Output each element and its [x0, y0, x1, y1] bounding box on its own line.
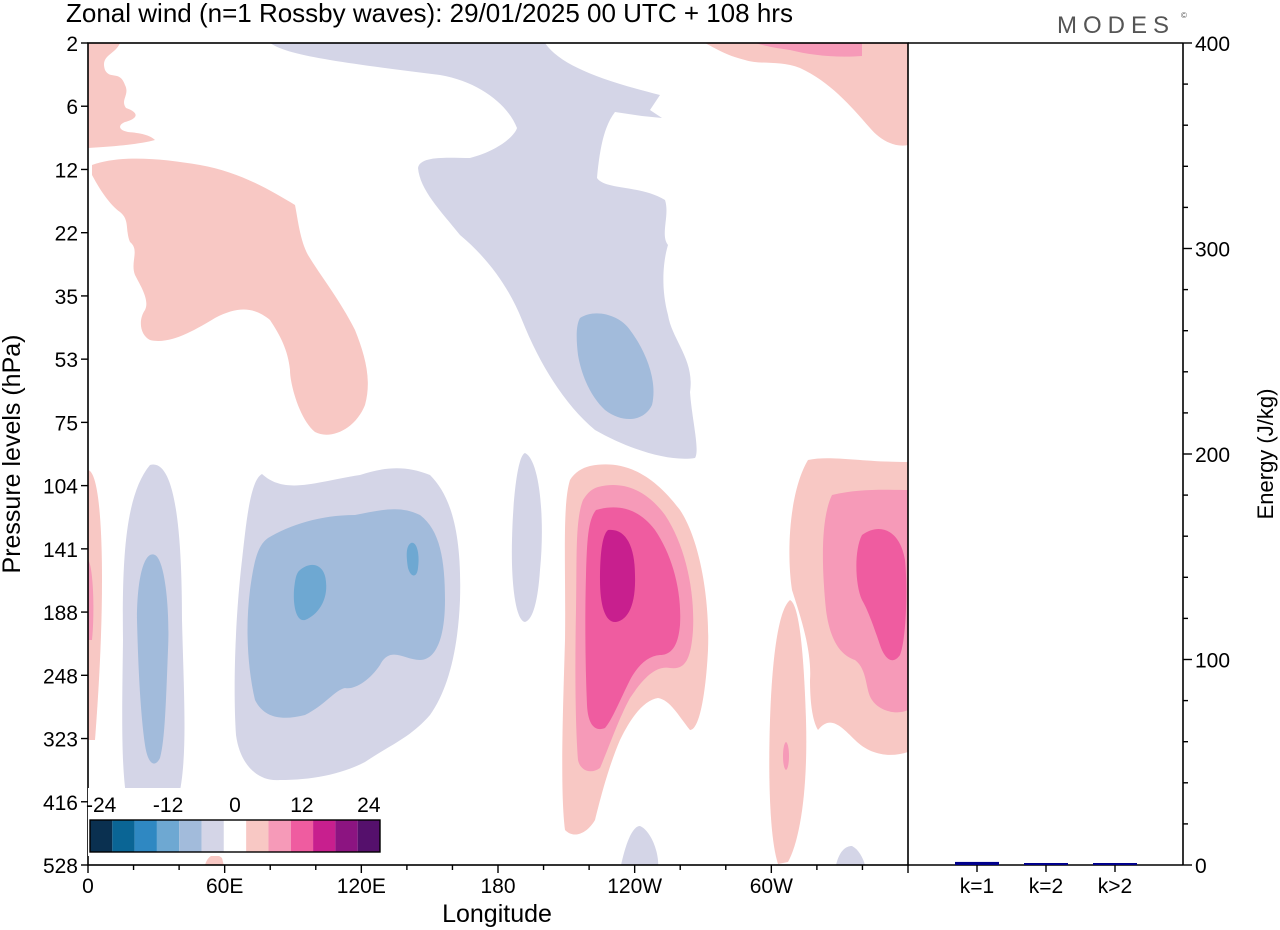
contour-pos-8-far-left [88, 560, 94, 640]
x-tick-label: 120E [337, 875, 386, 898]
contour-neg-8-upper [576, 313, 654, 420]
chart-title: Zonal wind (n=1 Rossby waves): 29/01/202… [66, 0, 793, 28]
y-axis-pressure: 2 6 12 22 35 53 75 104 141 188 248 323 416 528 [43, 33, 88, 878]
colorbar-tick-label: 24 [357, 794, 381, 817]
colorbar-swatch [156, 820, 180, 852]
y-tick-label: 53 [55, 349, 78, 372]
contour-pos-4-left-upper [92, 158, 368, 435]
y-tick-label: 22 [55, 223, 78, 246]
contour-neg-8-left-column [137, 554, 169, 764]
colorbar-swatch [223, 820, 247, 852]
colorbar-swatch [246, 820, 269, 852]
y-axis-energy: 0 100 200 300 400 [1183, 33, 1230, 878]
y2-tick-label: 400 [1195, 33, 1230, 56]
contour-pos-4-far-left [88, 470, 102, 740]
colorbar-tick-label: -12 [153, 794, 183, 817]
y2-tick-label: 100 [1195, 650, 1230, 673]
contour-pos-8-60W-blip [783, 742, 789, 770]
energy-bar [1093, 863, 1137, 865]
y-axis-label: Pressure levels (hPa) [0, 335, 26, 574]
y-axis-right-label: Energy (J/kg) [1253, 389, 1278, 520]
y-tick-label: 35 [55, 286, 78, 309]
colorbar-swatch [112, 820, 135, 852]
contour-pos-12-far-right [856, 528, 907, 661]
brand-logo: MODES [1057, 12, 1175, 39]
contour-field [88, 43, 908, 865]
colorbar-frame [89, 819, 381, 853]
colorbar-swatch [201, 820, 224, 852]
colorbar-swatch [357, 820, 380, 852]
y-tick-label: 75 [55, 412, 78, 435]
bar-category-label: k=2 [1029, 875, 1063, 898]
colorbar-swatch [268, 820, 291, 852]
colorbar: -24 -12 0 12 24 [86, 788, 382, 856]
x-tick-label: 180 [480, 875, 515, 898]
colorbar-swatch [335, 820, 358, 852]
contour-pos-4-60W-tall [769, 600, 807, 864]
energy-bar [955, 861, 999, 865]
x-tick-label: 0 [82, 875, 94, 898]
contour-neg-8-main [247, 509, 445, 718]
y-tick-label: 323 [43, 729, 78, 752]
contour-pos-4-bottom-stub [205, 854, 224, 865]
y-tick-label: 141 [43, 539, 78, 562]
brand-mark: © [1181, 11, 1187, 20]
colorbar-swatch [179, 820, 202, 852]
energy-bar-panel: k=1 k=2 k>2 [955, 861, 1137, 898]
contour-neg-12-main [293, 564, 327, 621]
contour-pos-16-120W [600, 529, 636, 623]
colorbar-tick-label: 0 [229, 794, 241, 817]
contour-neg-12-small [406, 542, 419, 576]
y-tick-label: 248 [43, 665, 78, 688]
colorbar-tick-label: 12 [290, 794, 313, 817]
x-tick-label: 60E [206, 875, 243, 898]
bar-category-label: k=1 [960, 875, 994, 898]
colorbar-swatch [134, 820, 157, 852]
contour-neg-4-bottom-b [836, 846, 865, 865]
y2-tick-label: 200 [1195, 444, 1230, 467]
contour-pos-4-top-left [88, 43, 155, 148]
contour-neg-4-bottom-a [621, 826, 659, 865]
x-axis-label: Longitude [442, 900, 552, 928]
colorbar-swatch [313, 820, 336, 852]
contour-pos-8-top [755, 43, 862, 57]
colorbar-swatch [90, 820, 113, 852]
colorbar-swatch [290, 820, 314, 852]
contour-pos-4-top-right [705, 43, 908, 146]
y-tick-label: 416 [43, 792, 78, 815]
y2-tick-label: 300 [1195, 239, 1230, 262]
y-tick-label: 12 [55, 159, 78, 182]
y-tick-label: 528 [43, 855, 78, 878]
y-tick-label: 2 [66, 33, 78, 56]
x-tick-label: 120W [607, 875, 662, 898]
x-axis-longitude: 0 60E 120E 180 120W 60W [82, 865, 909, 898]
energy-bar [1024, 863, 1068, 865]
x-tick-label: 60W [750, 875, 793, 898]
colorbar-tick-label: -24 [86, 794, 117, 817]
y-tick-label: 188 [43, 602, 78, 625]
y2-tick-label: 0 [1195, 855, 1207, 878]
y-tick-label: 6 [66, 96, 78, 119]
y-tick-label: 104 [43, 476, 78, 499]
bar-category-label: k>2 [1098, 875, 1132, 898]
contour-neg-4-180-strip [511, 453, 542, 622]
